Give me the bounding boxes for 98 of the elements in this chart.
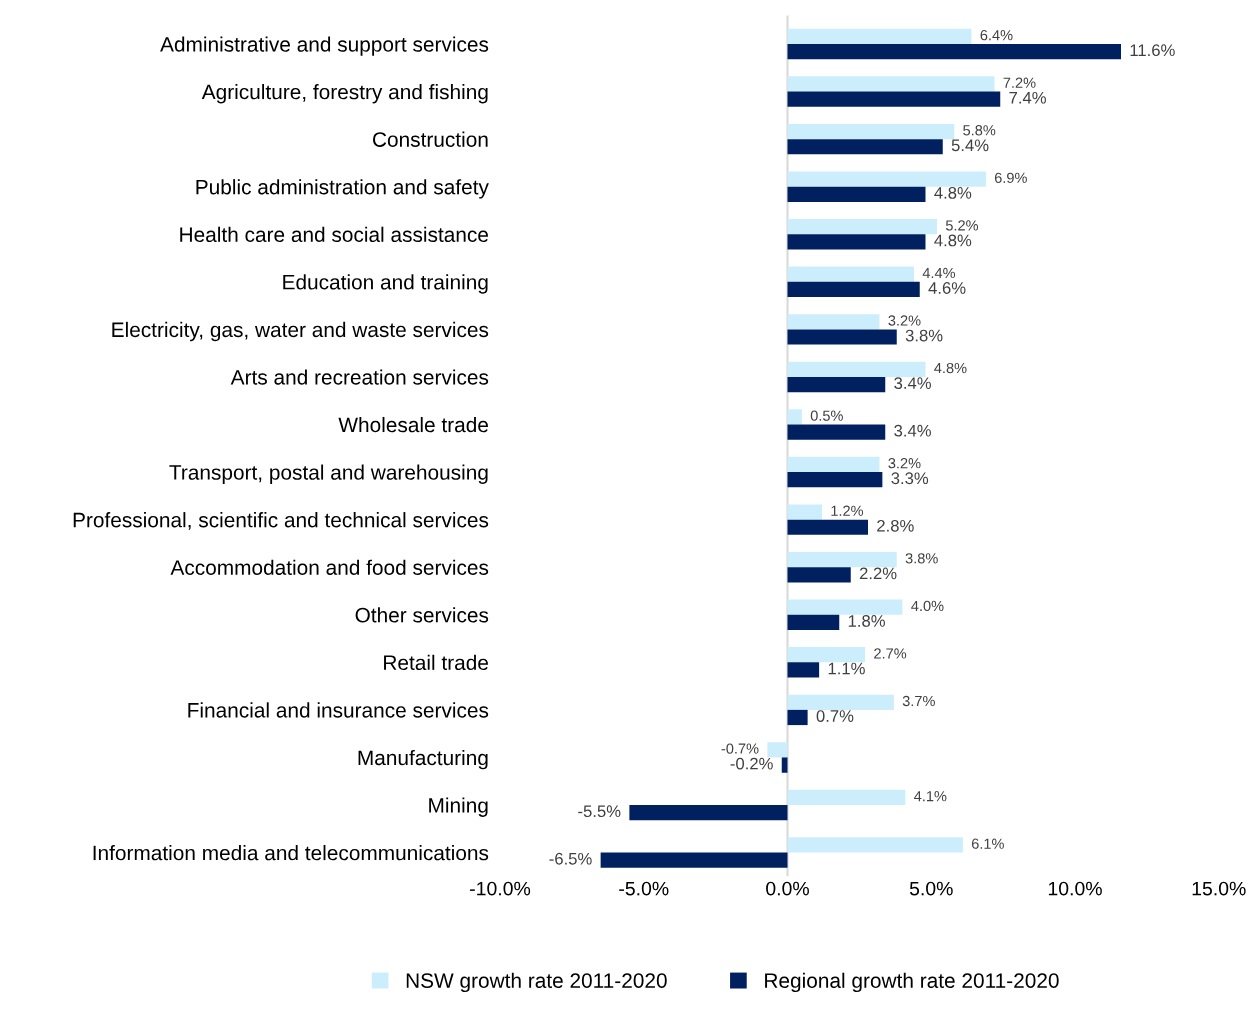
bar: [600, 852, 788, 868]
bar: [787, 409, 802, 425]
bar: [787, 599, 903, 615]
data-label: 2.2%: [859, 567, 897, 580]
legend-label: Regional growth rate 2011-2020: [765, 972, 1059, 993]
data-label: 1.8%: [848, 615, 885, 627]
y-tick-label: Financial and insurance services: [188, 702, 489, 718]
data-label: 3.7%: [902, 695, 935, 707]
data-label: 4.8%: [934, 362, 967, 374]
data-label: 2.8%: [877, 519, 914, 532]
bar: [787, 44, 1121, 60]
y-tick-label: Arts and recreation services: [230, 369, 489, 385]
bar: [767, 742, 788, 758]
data-label: 6.1%: [971, 838, 1004, 849]
bar: [787, 76, 995, 92]
y-tick-label: Manufacturing: [358, 749, 488, 770]
bar: [787, 614, 840, 630]
data-label: 3.8%: [905, 553, 938, 564]
y-tick-label: Construction: [373, 131, 488, 147]
x-tick-label: -10.0%: [470, 881, 531, 896]
data-label: 5.8%: [963, 125, 996, 136]
y-tick-label: Health care and social assistance: [180, 226, 488, 243]
bar: [787, 123, 955, 140]
y-tick-label: Accommodation and food services: [170, 559, 489, 575]
data-label: 6.9%: [994, 172, 1027, 183]
bar: [787, 551, 897, 568]
x-tick-label: 15.0%: [1192, 881, 1246, 896]
bar: [787, 314, 880, 330]
bar: [787, 266, 914, 282]
data-label: 3.4%: [894, 424, 931, 437]
bar: [787, 472, 883, 488]
data-label: 1.1%: [828, 662, 865, 675]
bar: [787, 28, 972, 44]
bar: [787, 171, 986, 187]
data-label: -6.5%: [549, 852, 592, 865]
y-tick-label: Information media and telecommunications: [93, 845, 489, 861]
y-tick-label: Public administration and safety: [196, 179, 489, 199]
bar: [787, 456, 880, 473]
data-label: 3.8%: [905, 329, 943, 342]
y-tick-label: Transport, postal and warehousing: [169, 464, 488, 484]
bar: [787, 504, 822, 520]
bar: [787, 376, 886, 393]
data-label: -0.7%: [721, 743, 759, 754]
y-tick-label: Mining: [429, 797, 488, 817]
bar: [787, 186, 926, 202]
data-label: 0.5%: [810, 410, 843, 421]
data-label: 2.7%: [874, 648, 907, 659]
data-label: 6.4%: [980, 29, 1013, 41]
bar: [787, 139, 943, 155]
data-label: 3.2%: [888, 458, 921, 469]
data-label: -0.2%: [730, 757, 773, 770]
bar: [787, 694, 894, 710]
y-tick-label: Administrative and support services: [160, 36, 489, 56]
y-tick-label: Wholesale trade: [338, 416, 488, 433]
legend-label: NSW growth rate 2011-2020: [406, 972, 667, 993]
y-tick-label: Professional, scientific and technical services: [73, 512, 489, 530]
data-label: 5.2%: [945, 220, 979, 231]
bar: [787, 837, 963, 853]
bar: [787, 234, 926, 250]
data-label: 4.8%: [934, 186, 972, 199]
data-label: 3.2%: [888, 315, 921, 326]
bar: [787, 361, 926, 377]
bar: [787, 662, 820, 678]
y-tick-label: Retail trade: [384, 654, 488, 671]
y-tick-label: Other services: [355, 607, 489, 623]
data-label: 4.4%: [922, 267, 956, 279]
bar: [787, 424, 886, 440]
x-tick-label: -5.0%: [619, 881, 669, 896]
x-tick-label: 5.0%: [909, 881, 953, 896]
data-label: 4.8%: [934, 234, 972, 247]
bar: [787, 647, 866, 663]
data-label: 7.4%: [1009, 91, 1046, 104]
bar: [787, 789, 906, 806]
data-label: 0.7%: [816, 710, 854, 722]
bar: [781, 757, 788, 773]
data-label: 4.1%: [914, 791, 947, 802]
bar: [629, 805, 788, 821]
x-tick-label: 10.0%: [1048, 881, 1102, 896]
data-label: 4.6%: [928, 282, 966, 294]
bar: [787, 519, 868, 535]
x-tick-label: 0.0%: [766, 881, 809, 896]
bar: [787, 329, 897, 345]
data-label: 1.2%: [831, 505, 864, 516]
bar: [787, 709, 808, 726]
data-label: -5.5%: [578, 805, 621, 818]
data-label: 11.6%: [1130, 44, 1175, 57]
data-label: 3.4%: [894, 377, 931, 390]
bar: [787, 219, 937, 235]
bar: [787, 567, 851, 583]
y-tick-label: Electricity, gas, water and waste services: [112, 321, 489, 342]
y-tick-label: Education and training: [283, 274, 488, 294]
data-label: 4.0%: [911, 600, 944, 612]
bar: [787, 281, 920, 298]
data-label: 3.3%: [891, 472, 929, 485]
y-tick-label: Agriculture, forestry and fishing: [201, 84, 488, 104]
data-label: 5.4%: [951, 139, 989, 152]
bar: [787, 91, 1001, 107]
data-label: 7.2%: [1003, 77, 1036, 88]
